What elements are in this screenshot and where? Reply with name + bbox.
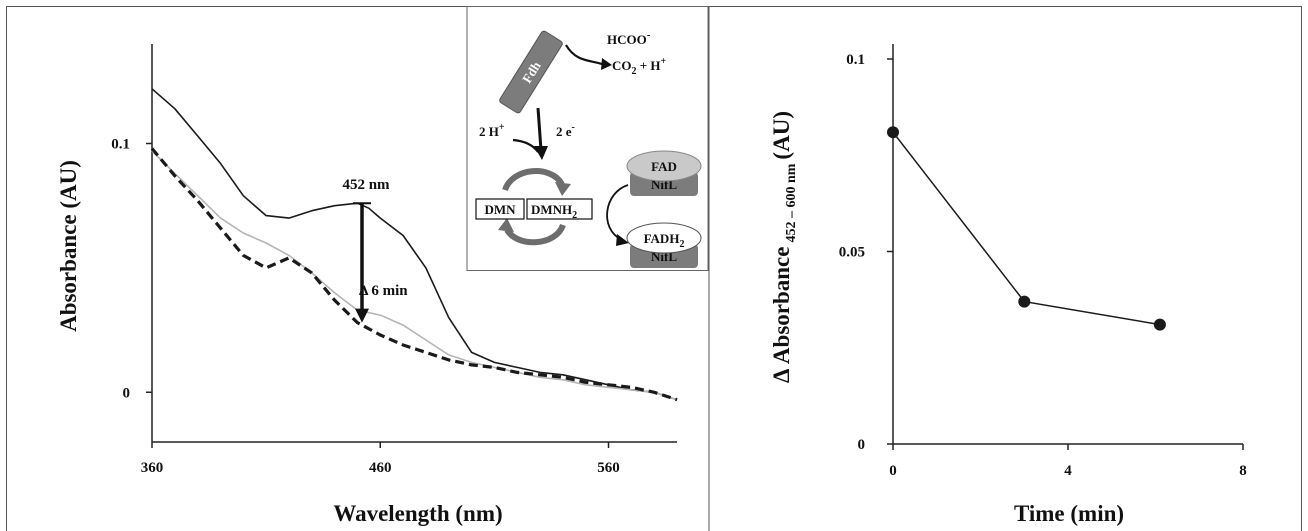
protons-text: 2 H+: [479, 122, 505, 139]
cycle-arrowhead-top: [555, 182, 571, 196]
dmn-label: DMN: [484, 202, 516, 217]
dmnh2-label: DMNH2: [531, 202, 577, 221]
time-series-line: [892, 131, 1161, 326]
wavelength-annotation: 452 nm Δ 6 min: [342, 177, 408, 323]
dmn-box: [475, 198, 525, 220]
spectrum-ticks: 360 460 560 0 0.1: [111, 137, 620, 477]
time-y-tick-label: 0.1: [846, 52, 865, 68]
electrons-text: 2 e-: [556, 122, 575, 139]
formate-text: HCOO-: [607, 29, 651, 47]
time-chart: 0 4 8 0 0.05 0.1 Time (min) Δ Absorbance452 –…: [769, 44, 1247, 526]
fad-ellipse: [626, 150, 702, 182]
delta-time-label: Δ 6 min: [359, 283, 408, 299]
annotation-arrowhead: [355, 308, 369, 323]
time-y-axis-label: Δ Absorbance452 – 600 nm(AU): [769, 111, 799, 383]
spectrum-y-axis-label: Absorbance (AU): [56, 160, 81, 332]
cycle-arrow-bottom: [504, 223, 566, 246]
time-data-point: [887, 126, 899, 139]
spectrum-x-tick-label: 360: [141, 460, 164, 476]
time-data-point: [1018, 295, 1031, 308]
wavelength-label: 452 nm: [342, 177, 390, 193]
spectrum-series: [150, 88, 678, 402]
time-x-tick-label: 4: [1064, 463, 1072, 479]
time-data-point: [1153, 318, 1166, 331]
time-series: [887, 126, 1166, 331]
formate-arrowhead: [601, 58, 612, 70]
spectrum-x-axis-label: Wavelength (nm): [333, 501, 502, 526]
time-x-axis-label: Time (min): [1014, 501, 1124, 526]
co2-text: CO2 + H+: [612, 56, 667, 77]
cycle-arrowhead-bottom: [498, 218, 514, 232]
spectrum-series-line-1: [151, 88, 678, 401]
proton-arrow: [512, 138, 539, 153]
reaction-scheme: Fdh HCOO- CO2 + H+ 2 H+ 2 e- DMN DMNH2 N…: [466, 6, 709, 271]
electron-arrow: [536, 107, 543, 151]
time-x-tick-label: 0: [889, 463, 897, 479]
time-y-tick-label: 0: [858, 437, 866, 453]
time-x-tick-label: 8: [1239, 463, 1247, 479]
dmnh2-box: [526, 198, 593, 220]
electron-arrowhead: [534, 146, 548, 160]
fadh2-label: FADH2: [644, 231, 685, 250]
spectrum-x-tick-label: 460: [369, 460, 392, 476]
fdh-enzyme: Fdh: [499, 30, 563, 114]
formate-arrow: [565, 44, 603, 66]
spectrum-x-tick-label: 560: [597, 460, 620, 476]
spectrum-series-line-2: [151, 150, 678, 401]
fadh2-ellipse: [626, 222, 702, 254]
spectrum-series-line-3: [150, 147, 678, 402]
fad-label: FAD: [651, 159, 677, 174]
fad-reduction-arrow: [606, 184, 629, 241]
time-y-tick-label: 0.05: [839, 245, 865, 261]
fad-reduction-arrowhead: [616, 234, 629, 246]
cycle-arrow-top: [502, 168, 565, 192]
spectrum-chart: 360 460 560 0 0.1 Wavelength (nm) Absorbance…: [56, 44, 678, 526]
spectrum-y-tick-label: 0: [123, 385, 131, 401]
time-ticks: 0 4 8 0 0.05 0.1: [839, 52, 1247, 479]
spectrum-y-tick-label: 0.1: [111, 137, 130, 153]
